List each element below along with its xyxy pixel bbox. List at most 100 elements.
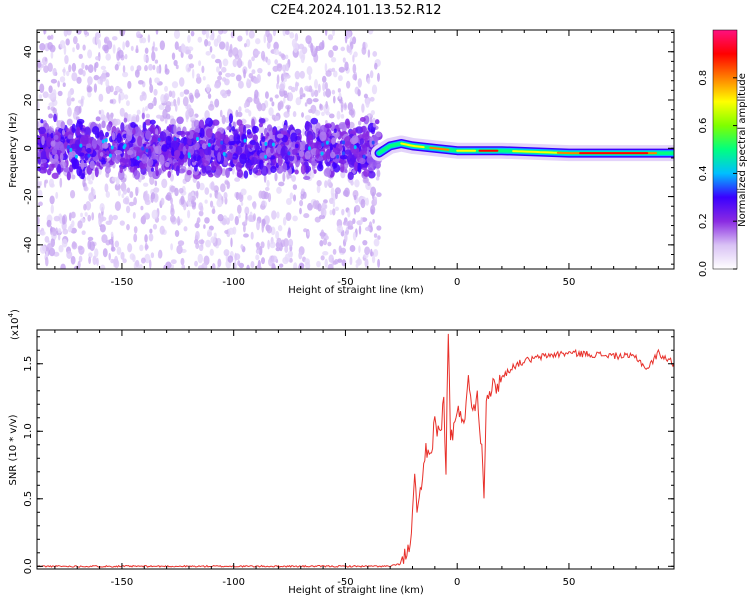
spectrogram-speckle (88, 256, 92, 264)
spectrogram-panel: -150 -100 -50 0 50 -40 -20 0 20 40 Height of stra… (8, 29, 675, 296)
spectrogram-speckle (122, 41, 126, 51)
spectrogram-noise-band (214, 145, 219, 151)
spectrogram-noise-band (104, 131, 110, 138)
spectrogram-speckle (78, 255, 83, 263)
spectrogram-noise-band (275, 162, 279, 169)
spectrogram-speckle (235, 74, 242, 82)
spectrogram-noise-band (50, 140, 56, 147)
spectrogram-speckle (130, 65, 135, 72)
spectrogram-speckle (60, 263, 66, 269)
spectrogram-speckle (245, 30, 249, 36)
spectrogram-speckle (119, 88, 123, 94)
spectrogram-noise-band (345, 140, 352, 149)
spectrogram-noise-band (91, 125, 100, 135)
spectrogram-speckle (284, 74, 291, 79)
spectrogram-speckle (195, 76, 202, 84)
spectrogram-speckle (78, 53, 83, 60)
spectrogram-speckle (50, 78, 58, 84)
spectrogram-noise-band (295, 143, 299, 149)
spectrogram-speckle (376, 72, 380, 82)
spectrogram-speckle (122, 188, 128, 195)
spectrogram-noise-band (106, 123, 112, 132)
spectrogram-noise-band (150, 155, 159, 160)
spectrogram-speckle (194, 89, 200, 99)
spectrogram-noise-band (76, 126, 81, 136)
spectrogram-speckle (52, 89, 57, 98)
spectrogram-speckle (289, 192, 294, 200)
spectrogram-speckle (83, 186, 89, 192)
spectrogram-speckle (299, 70, 305, 79)
spectrogram-speckle (104, 117, 109, 123)
spectrogram-noise-band (59, 161, 67, 169)
spectrogram-speckle (316, 179, 322, 187)
spectrogram-speckle (257, 102, 263, 112)
spectrogram-speckle (357, 120, 362, 126)
spectrogram-speckle (120, 251, 125, 260)
spectrogram-noise-band (198, 119, 205, 130)
spectrogram-speckle (47, 62, 53, 73)
spectrogram-speckle (190, 30, 195, 37)
spectrogram-speckle (216, 198, 223, 208)
spectrogram-speckle (39, 83, 45, 94)
spectrogram-noise-band (325, 148, 332, 160)
spectrogram-speckle (62, 228, 69, 235)
spectrogram-speckle (258, 190, 263, 199)
spectrogram-noise-band (193, 149, 200, 157)
spectrogram-speckle (124, 94, 129, 100)
spectrogram-speckle (117, 49, 124, 59)
spectrogram-speckle (304, 258, 310, 266)
spectrogram-noise-band (359, 157, 366, 165)
spectrogram-speckle (141, 37, 147, 44)
spectrogram-hotspot (222, 152, 226, 157)
spectrogram-speckle (149, 175, 155, 186)
spectrogram-speckle (87, 86, 93, 93)
spectrogram-speckle (45, 256, 49, 267)
spectrogram-noise-band (149, 119, 156, 125)
spectrogram-speckle (374, 62, 378, 70)
colorbar-ticks: 0.0 0.2 0.4 0.6 0.8 (698, 70, 737, 277)
spectrogram-speckle (267, 192, 272, 203)
spectrogram-speckle (364, 246, 371, 255)
snr-ytick-label: 1.0 (23, 423, 34, 439)
spectrogram-speckle (52, 229, 57, 237)
spectrogram-speckle (178, 77, 185, 87)
spectrogram-xtick-label: 0 (454, 277, 460, 288)
spectrogram-speckle (269, 241, 276, 249)
spectrogram-speckle (122, 258, 127, 264)
spectrogram-speckle (282, 256, 289, 265)
spectrogram-speckle (128, 201, 135, 207)
spectrogram-speckle (144, 106, 149, 112)
spectrogram-noise-band (63, 141, 68, 150)
spectrogram-speckle (344, 34, 348, 44)
spectrogram-speckle (299, 207, 302, 215)
spectrogram-noise-band (95, 116, 101, 122)
spectrogram-speckle (173, 30, 181, 39)
spectrogram-speckle (156, 65, 160, 74)
spectrogram-speckle (135, 114, 140, 123)
spectrogram-speckle (364, 258, 369, 268)
spectrogram-speckle (40, 230, 46, 236)
spectrogram-noise-band (40, 119, 44, 124)
spectrogram-speckle (274, 172, 278, 182)
spectrogram-ytick-label: -40 (23, 237, 34, 253)
spectrogram-speckle (344, 233, 348, 243)
spectrogram-noise-band (71, 123, 76, 134)
spectrogram-speckle (358, 225, 362, 235)
spectrogram-speckle (155, 30, 159, 35)
spectrogram-speckle (64, 54, 69, 65)
spectrogram-noise-band (147, 148, 152, 159)
spectrogram-speckle (353, 194, 357, 200)
spectrogram-speckle (125, 100, 130, 107)
spectrogram-speckle (325, 70, 332, 77)
spectrogram-speckle (266, 58, 271, 66)
spectrogram-noise-band (197, 148, 205, 157)
spectrogram-speckle (227, 255, 234, 263)
spectrogram-speckle (246, 78, 250, 84)
spectrogram-speckle (110, 231, 114, 238)
spectrogram-speckle (318, 214, 326, 220)
spectrogram-speckle (159, 40, 166, 51)
spectrogram-noise-band (324, 123, 332, 129)
spectrogram-noise-band (61, 129, 65, 136)
spectrogram-noise-band (86, 147, 92, 153)
spectrogram-speckle (234, 252, 237, 262)
